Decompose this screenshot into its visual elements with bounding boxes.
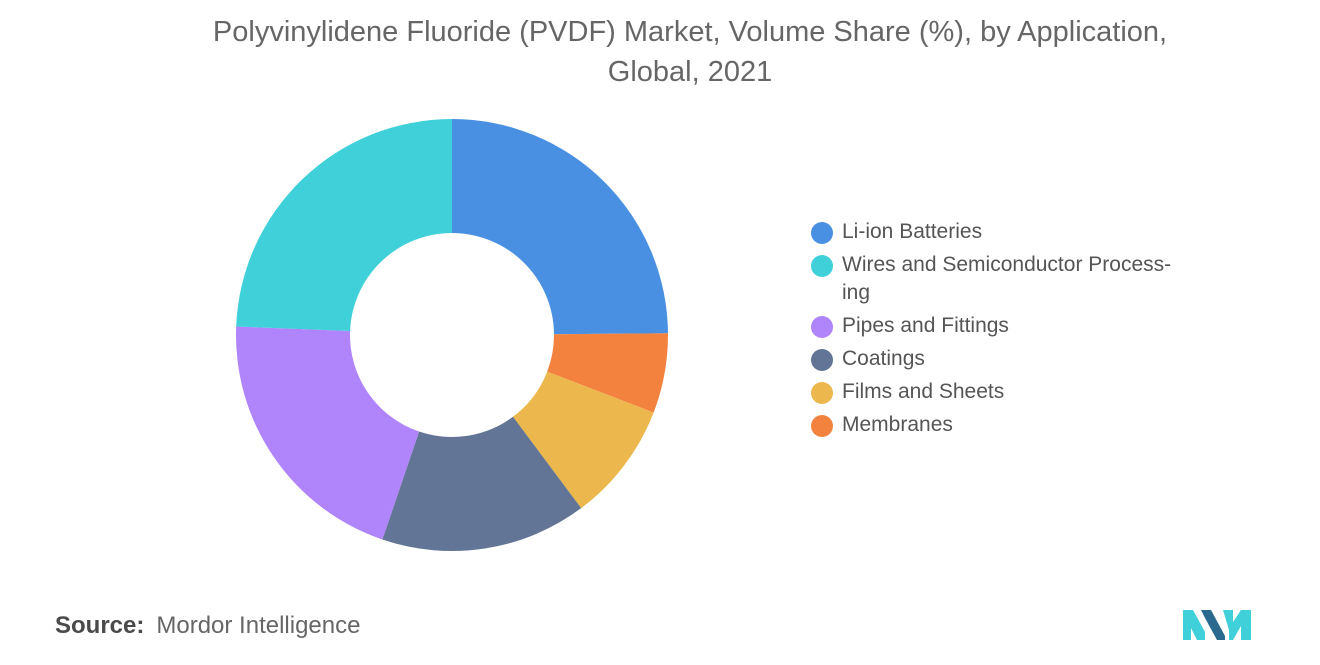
chart-title-line-2: Global, 2021 xyxy=(607,56,773,88)
source-label: Source: xyxy=(55,612,145,639)
legend-swatch-icon xyxy=(811,255,833,277)
legend-label: Li-ion Batteries xyxy=(842,220,983,243)
legend-label: Membranes xyxy=(842,413,953,436)
legend-item-wires-semiconductor[interactable]: Wires and Semiconductor Process- ing xyxy=(811,251,1211,307)
legend-item-membranes[interactable]: Membranes xyxy=(811,411,1211,439)
legend-item-li-ion-batteries[interactable]: Li-ion Batteries xyxy=(811,218,1211,246)
legend-item-coatings[interactable]: Coatings xyxy=(811,345,1211,373)
slice-films-and-sheets[interactable] xyxy=(512,371,654,509)
legend-swatch-icon xyxy=(811,382,833,404)
legend-swatch-icon xyxy=(811,222,833,244)
logo-shape-middle xyxy=(1201,610,1225,640)
slice-membranes[interactable] xyxy=(547,333,668,413)
legend-label: Pipes and Fittings xyxy=(842,314,1009,337)
legend-label: Wires and Semiconductor Process- ing xyxy=(842,253,1172,304)
slice-wires-and-semiconductor-process-ing[interactable] xyxy=(236,119,452,332)
chart-legend: Li-ion Batteries Wires and Semiconductor… xyxy=(811,218,1211,444)
source-value: Mordor Intelligence xyxy=(156,612,361,639)
legend-item-films-sheets[interactable]: Films and Sheets xyxy=(811,378,1211,406)
chart-title: Polyvinylidene Fluoride (PVDF) Market, V… xyxy=(110,12,1270,92)
logo-shape-left xyxy=(1183,610,1205,640)
mordor-intelligence-logo-icon xyxy=(1183,610,1251,640)
legend-swatch-icon xyxy=(811,316,833,338)
slice-coatings[interactable] xyxy=(382,416,582,551)
legend-swatch-icon xyxy=(811,415,833,437)
legend-label: Coatings xyxy=(842,347,925,370)
source-note: Source: Mordor Intelligence xyxy=(55,612,360,640)
legend-label: Films and Sheets xyxy=(842,380,1005,403)
slice-li-ion-batteries[interactable] xyxy=(452,119,668,335)
legend-item-pipes-fittings[interactable]: Pipes and Fittings xyxy=(811,312,1211,340)
logo-shape-right xyxy=(1223,610,1251,640)
legend-swatch-icon xyxy=(811,349,833,371)
chart-title-line-1: Polyvinylidene Fluoride (PVDF) Market, V… xyxy=(212,16,1168,48)
slice-pipes-and-fittings[interactable] xyxy=(235,326,420,540)
